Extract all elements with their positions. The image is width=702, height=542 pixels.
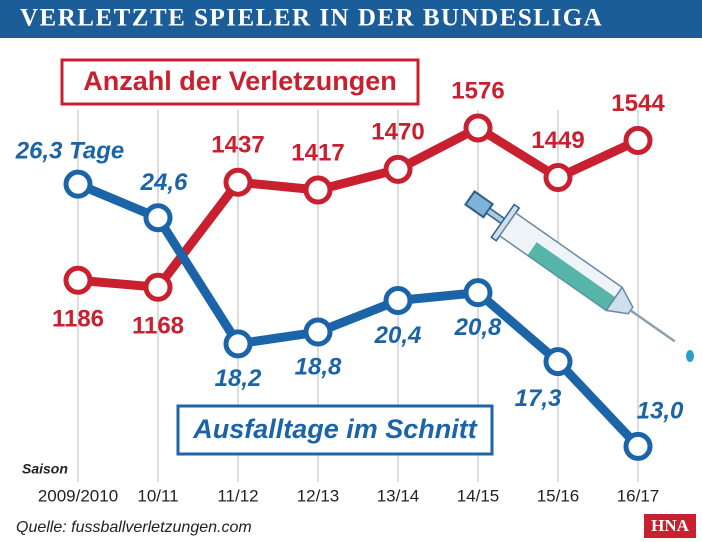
x-tick-label: 10/11 <box>137 486 178 505</box>
data-point <box>546 166 570 190</box>
x-tick-label: 14/15 <box>457 486 500 505</box>
data-label: 1470 <box>371 119 424 146</box>
logo: HNA <box>651 516 690 535</box>
data-point <box>306 178 330 202</box>
data-point <box>466 116 490 140</box>
data-label: 1449 <box>531 127 584 154</box>
x-tick-label: 2009/2010 <box>38 486 118 505</box>
data-label: 18,2 <box>215 365 262 392</box>
chart: VERLETZTE SPIELER IN DER BUNDESLIGA Anza… <box>0 0 702 542</box>
x-tick-label: 16/17 <box>617 486 660 505</box>
data-point <box>626 128 650 152</box>
data-point <box>146 206 170 230</box>
x-axis-label: Saison <box>22 461 68 477</box>
data-point <box>626 434 650 458</box>
data-label: 18,8 <box>295 353 342 380</box>
data-label: 13,0 <box>637 398 684 425</box>
data-label: 24,6 <box>140 169 188 196</box>
data-label: 26,3 Tage <box>15 138 125 165</box>
data-point <box>226 170 250 194</box>
data-point <box>306 320 330 344</box>
data-point <box>546 350 570 374</box>
data-label: 1576 <box>451 77 504 104</box>
data-label: 17,3 <box>515 385 562 412</box>
data-label: 1168 <box>132 313 184 340</box>
drop <box>686 350 694 362</box>
data-label: 20,4 <box>374 322 422 349</box>
data-point <box>386 288 410 312</box>
legend-label: Anzahl der Verletzungen <box>83 66 397 96</box>
data-point <box>226 332 250 356</box>
x-tick-label: 12/13 <box>297 486 340 505</box>
chart-title: VERLETZTE SPIELER IN DER BUNDESLIGA <box>20 5 603 32</box>
data-label: 1544 <box>611 90 665 117</box>
data-point <box>466 281 490 305</box>
data-point <box>66 268 90 292</box>
data-point <box>386 157 410 181</box>
data-label: 1417 <box>291 139 344 166</box>
x-tick-label: 15/16 <box>537 486 580 505</box>
x-tick-label: 11/12 <box>217 486 258 505</box>
data-label: 1186 <box>52 306 104 333</box>
data-point <box>66 172 90 196</box>
x-tick-label: 13/14 <box>377 486 420 505</box>
data-label: 20,8 <box>454 314 502 341</box>
legend-label: Ausfalltage im Schnitt <box>192 414 478 444</box>
data-label: 1437 <box>211 132 264 159</box>
source: Quelle: fussballverletzungen.com <box>16 519 252 536</box>
data-point <box>146 275 170 299</box>
